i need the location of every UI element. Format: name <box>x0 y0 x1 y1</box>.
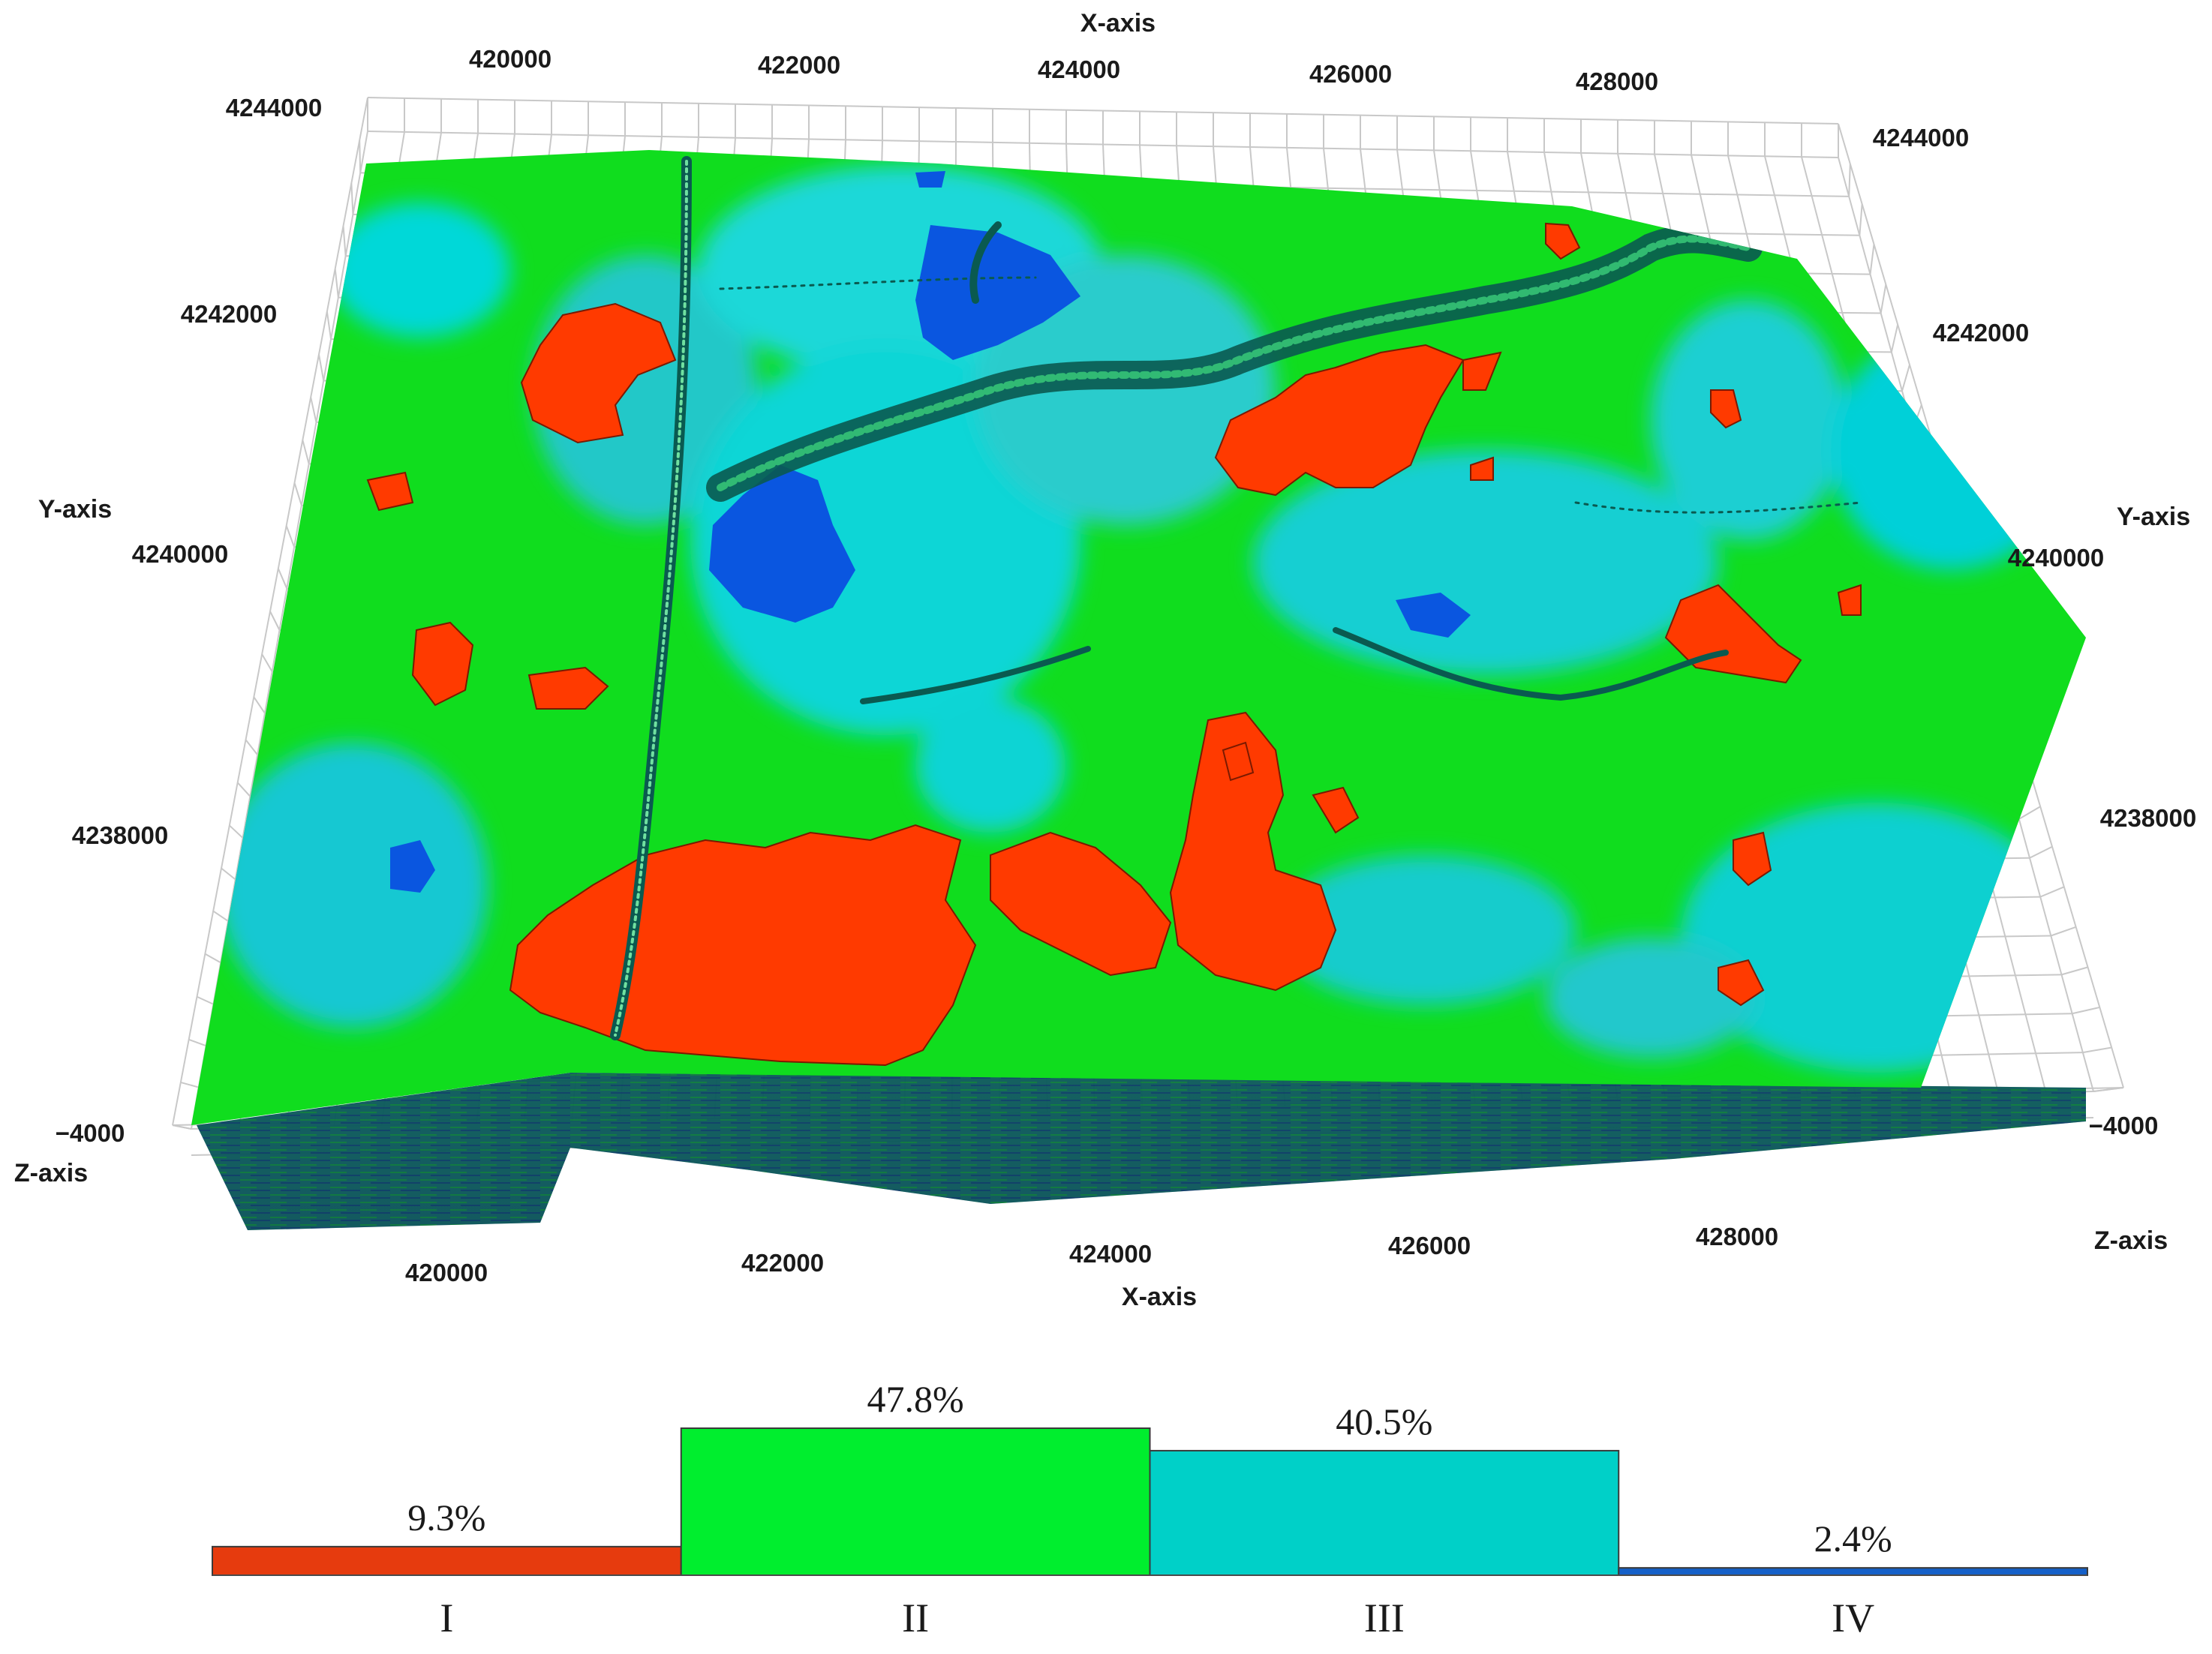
grid-corner-left <box>172 1124 192 1130</box>
left-y-tick-2: 4240000 <box>132 540 228 568</box>
top-x-tick-4: 428000 <box>1576 68 1658 95</box>
grid-right-wall <box>1890 324 1899 353</box>
right-y-tick-3: 4238000 <box>2100 804 2196 832</box>
right-y-tick-0: 4244000 <box>1873 124 1969 152</box>
bottom-x-tick-4: 428000 <box>1696 1223 1778 1250</box>
grid-right-wall <box>1901 364 1910 392</box>
z-tick-left: −4000 <box>56 1119 125 1147</box>
grid-corner-right <box>2093 1087 2124 1092</box>
grid-left-wall <box>310 397 317 423</box>
grid-right-wall <box>2082 1046 2112 1054</box>
facies-i-zones <box>366 222 2012 1067</box>
bar-value-label-1: 47.8% <box>867 1378 964 1420</box>
bar-I <box>212 1545 682 1577</box>
grid-left-wall <box>269 611 281 631</box>
bottom-x-tick-2: 424000 <box>1069 1240 1152 1268</box>
top-x-tick-0: 420000 <box>469 45 551 73</box>
grid-left-wall <box>293 482 302 506</box>
y-axis-title-left: Y-axis <box>38 495 112 524</box>
grid-left-wall <box>212 910 229 922</box>
top-x-tick-3: 426000 <box>1309 60 1392 88</box>
model-side-faces <box>197 1073 2086 1230</box>
bar-value-label-2: 40.5% <box>1336 1400 1432 1442</box>
grid-right-wall <box>1880 284 1887 314</box>
bottom-x-tick-1: 422000 <box>741 1249 824 1277</box>
grid-left-wall <box>229 824 244 839</box>
grid-left-wall <box>326 311 332 340</box>
bar-category-label-1: II <box>902 1595 929 1640</box>
axis-labels: X-axis X-axis Y-axis Y-axis Z-axis Z-axi… <box>14 9 2196 1311</box>
bar-value-label-0: 9.3% <box>407 1496 485 1538</box>
grid-left-wall <box>253 696 266 714</box>
channel-belts <box>610 156 1862 1040</box>
bar-value-label-3: 2.4% <box>1814 1517 1892 1559</box>
bottom-x-tick-0: 420000 <box>405 1259 488 1286</box>
x-axis-title-bottom: X-axis <box>1122 1283 1197 1311</box>
facies-surface <box>191 150 2086 1125</box>
bar-category-label-2: III <box>1364 1595 1405 1640</box>
front-side-shade <box>197 1073 2086 1230</box>
right-y-tick-2: 4240000 <box>2008 544 2104 572</box>
left-y-tick-1: 4242000 <box>181 300 277 328</box>
grid-left-wall <box>285 525 296 548</box>
grid-right-wall <box>1859 204 1863 236</box>
grid-left-wall <box>277 568 288 589</box>
x-axis-title-top: X-axis <box>1080 9 1156 38</box>
grid-right-wall <box>1869 244 1875 275</box>
bar-III <box>1149 1449 1620 1577</box>
grid-left-wall <box>261 653 273 672</box>
grid-right-wall <box>1848 164 1851 197</box>
grid-left-wall <box>236 782 251 797</box>
bar-category-label-0: I <box>440 1595 453 1640</box>
grid-left-wall <box>245 739 258 755</box>
grid-right-wall <box>2018 806 2041 820</box>
grid-floor-row <box>367 131 1839 158</box>
bar-category-label-3: IV <box>1832 1595 1874 1640</box>
grid-left-wall <box>318 354 325 381</box>
facies-bar-chart: 9.3% 47.8% 40.5% 2.4% I II III IV <box>212 1378 2088 1640</box>
y-axis-title-right: Y-axis <box>2117 503 2190 531</box>
z-tick-right: −4000 <box>2089 1112 2159 1139</box>
grid-left-wall <box>350 183 354 215</box>
bar-II <box>680 1427 1151 1576</box>
grid-left-wall <box>197 995 214 1005</box>
grid-left-wall <box>302 440 310 464</box>
z-axis-title-left: Z-axis <box>14 1159 88 1187</box>
z-axis-title-right: Z-axis <box>2094 1226 2168 1255</box>
grid-left-wall <box>180 1081 200 1088</box>
bar-series <box>212 1427 2088 1577</box>
bottom-x-tick-3: 426000 <box>1388 1232 1471 1259</box>
grid-right-wall <box>2061 966 2088 976</box>
bar-IV <box>1618 1567 2088 1576</box>
top-x-tick-1: 422000 <box>758 51 840 79</box>
grid-left-wall <box>221 867 236 881</box>
left-y-tick-0: 4244000 <box>226 94 322 122</box>
grid-left-wall <box>334 269 339 298</box>
left-y-tick-3: 4238000 <box>72 821 168 849</box>
grid-right-wall <box>2029 845 2053 859</box>
grid-left-wall <box>342 226 347 257</box>
grid-right-wall <box>2051 926 2076 937</box>
grid-left-wall <box>359 140 362 173</box>
grid-left-wall <box>188 1038 206 1047</box>
right-y-tick-1: 4242000 <box>1933 319 2029 347</box>
grid-right-wall <box>2072 1006 2100 1015</box>
grid-right-wall <box>2039 886 2065 898</box>
top-x-tick-2: 424000 <box>1038 56 1120 83</box>
grid-left-wall <box>204 953 221 964</box>
facies-iv-zones <box>390 171 1471 893</box>
